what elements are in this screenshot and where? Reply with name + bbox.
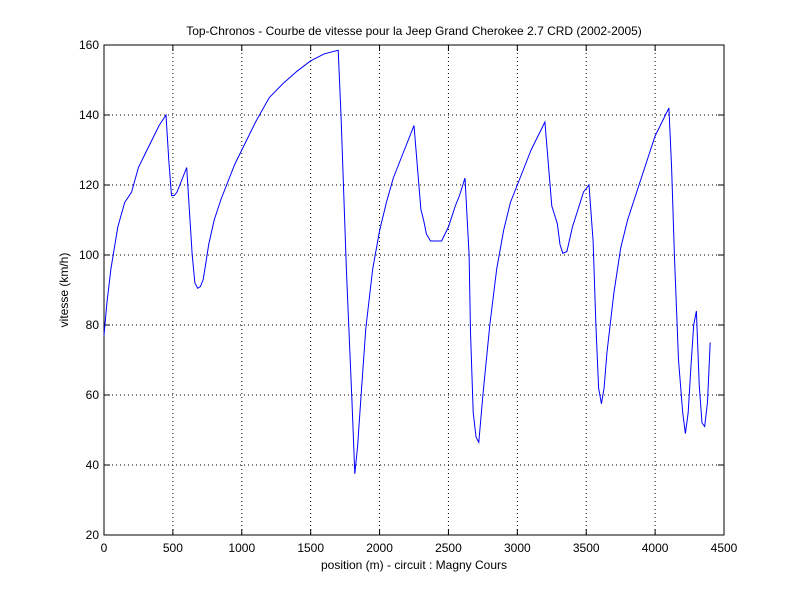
- y-tick-label: 120: [79, 178, 99, 192]
- y-tick-label: 140: [79, 108, 99, 122]
- grid-lines: [104, 45, 724, 535]
- y-tick-label: 40: [86, 458, 100, 472]
- x-tick-label: 2500: [435, 541, 462, 555]
- x-tick-label: 0: [101, 541, 108, 555]
- x-axis-label: position (m) - circuit : Magny Cours: [321, 558, 507, 572]
- axis-ticks: 0 500 1000 1500 2000 2500 3000 3500 4000 4500 20 40…: [79, 38, 738, 555]
- y-tick-label: 100: [79, 248, 99, 262]
- plot-frame: [103, 44, 725, 536]
- y-tick-label: 80: [86, 318, 100, 332]
- x-tick-label: 4500: [711, 541, 738, 555]
- x-tick-label: 4000: [642, 541, 669, 555]
- x-tick-label: 1000: [228, 541, 255, 555]
- y-tick-label: 60: [86, 388, 100, 402]
- y-axis-label: vitesse (km/h): [57, 253, 71, 328]
- x-tick-label: 3000: [504, 541, 531, 555]
- x-tick-label: 3500: [573, 541, 600, 555]
- y-tick-label: 20: [86, 528, 100, 542]
- x-tick-label: 2000: [366, 541, 393, 555]
- y-tick-label: 160: [79, 38, 99, 52]
- x-tick-label: 1500: [297, 541, 324, 555]
- chart-title: Top-Chronos - Courbe de vitesse pour la …: [186, 24, 642, 38]
- x-tick-label: 500: [163, 541, 183, 555]
- speed-series-line: [103, 49, 711, 474]
